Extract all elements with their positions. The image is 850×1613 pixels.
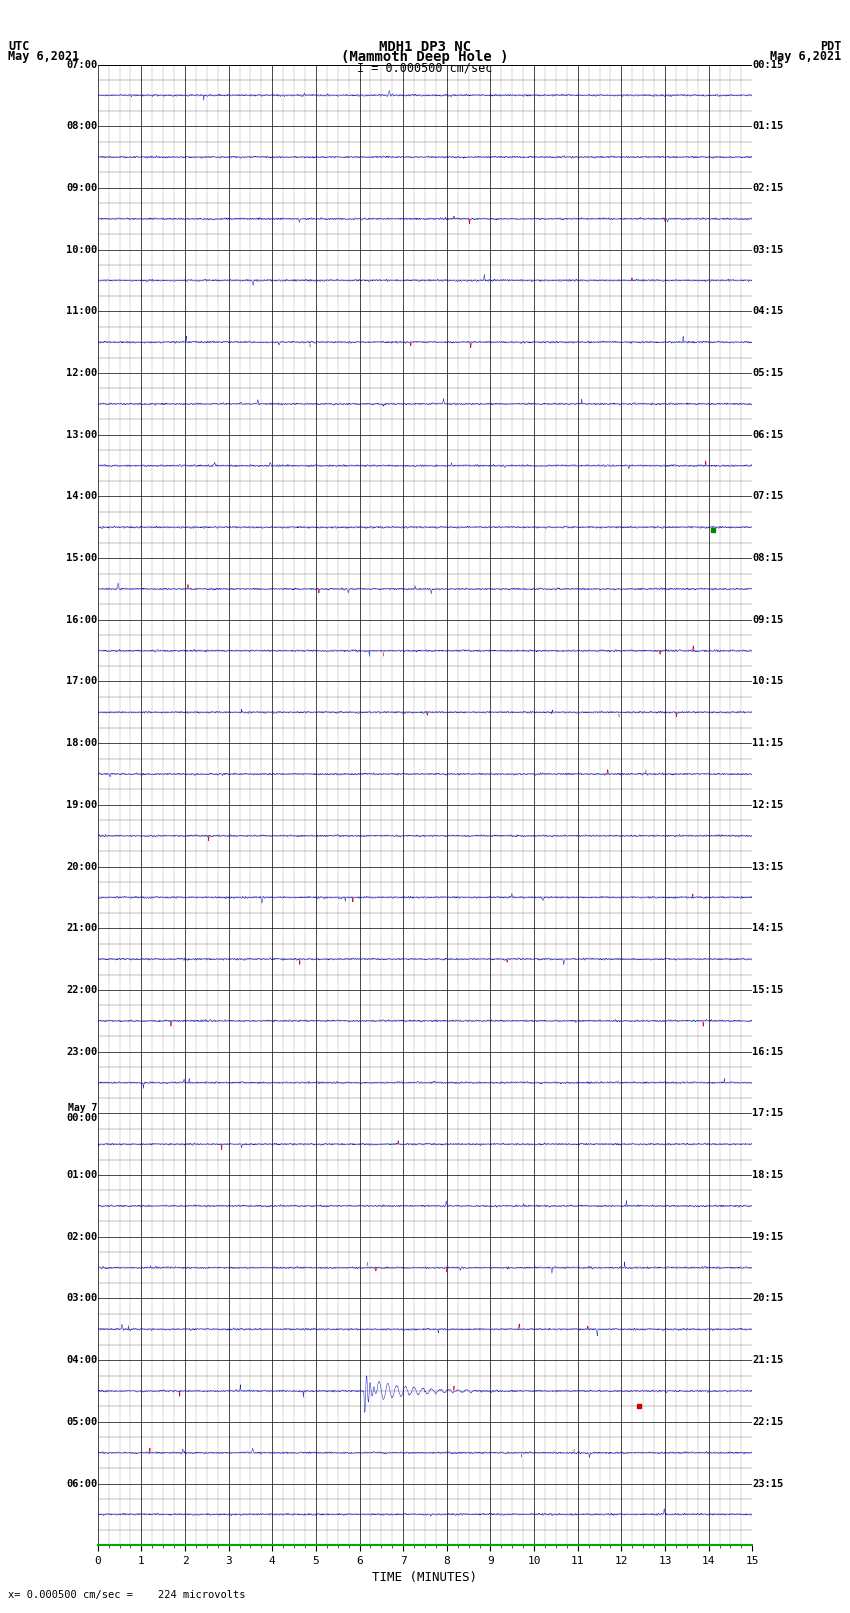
Text: 23:00: 23:00 xyxy=(66,1047,98,1057)
Text: 04:00: 04:00 xyxy=(66,1355,98,1365)
Text: 16:00: 16:00 xyxy=(66,615,98,624)
Text: 21:00: 21:00 xyxy=(66,923,98,934)
Text: 10:00: 10:00 xyxy=(66,245,98,255)
Text: 02:00: 02:00 xyxy=(66,1232,98,1242)
Text: May 6,2021: May 6,2021 xyxy=(8,50,80,63)
Text: 07:15: 07:15 xyxy=(752,492,784,502)
Text: 20:00: 20:00 xyxy=(66,861,98,871)
Text: May 7: May 7 xyxy=(68,1103,98,1113)
Text: 00:00: 00:00 xyxy=(66,1113,98,1123)
Text: 06:00: 06:00 xyxy=(66,1479,98,1489)
X-axis label: TIME (MINUTES): TIME (MINUTES) xyxy=(372,1571,478,1584)
Text: 12:15: 12:15 xyxy=(752,800,784,810)
Text: 12:00: 12:00 xyxy=(66,368,98,377)
Text: 04:15: 04:15 xyxy=(752,306,784,316)
Text: 15:00: 15:00 xyxy=(66,553,98,563)
Text: 09:00: 09:00 xyxy=(66,182,98,194)
Text: 09:15: 09:15 xyxy=(752,615,784,624)
Text: MDH1 DP3 NC: MDH1 DP3 NC xyxy=(379,40,471,55)
Text: 22:15: 22:15 xyxy=(752,1416,784,1428)
Text: 11:00: 11:00 xyxy=(66,306,98,316)
Text: 08:00: 08:00 xyxy=(66,121,98,131)
Text: May 6,2021: May 6,2021 xyxy=(770,50,842,63)
Text: UTC: UTC xyxy=(8,40,30,53)
Text: x= 0.000500 cm/sec =    224 microvolts: x= 0.000500 cm/sec = 224 microvolts xyxy=(8,1590,246,1600)
Text: 01:00: 01:00 xyxy=(66,1169,98,1181)
Text: 19:00: 19:00 xyxy=(66,800,98,810)
Text: 16:15: 16:15 xyxy=(752,1047,784,1057)
Text: 06:15: 06:15 xyxy=(752,429,784,440)
Text: 05:00: 05:00 xyxy=(66,1416,98,1428)
Text: 21:15: 21:15 xyxy=(752,1355,784,1365)
Text: 13:00: 13:00 xyxy=(66,429,98,440)
Text: PDT: PDT xyxy=(820,40,842,53)
Text: 02:15: 02:15 xyxy=(752,182,784,194)
Text: 14:15: 14:15 xyxy=(752,923,784,934)
Text: I = 0.000500 cm/sec: I = 0.000500 cm/sec xyxy=(357,61,493,74)
Text: 01:15: 01:15 xyxy=(752,121,784,131)
Text: 14:00: 14:00 xyxy=(66,492,98,502)
Text: 22:00: 22:00 xyxy=(66,986,98,995)
Text: 17:00: 17:00 xyxy=(66,676,98,687)
Text: 18:15: 18:15 xyxy=(752,1169,784,1181)
Text: 05:15: 05:15 xyxy=(752,368,784,377)
Text: 13:15: 13:15 xyxy=(752,861,784,871)
Text: 03:00: 03:00 xyxy=(66,1294,98,1303)
Text: 08:15: 08:15 xyxy=(752,553,784,563)
Text: 07:00: 07:00 xyxy=(66,60,98,69)
Text: 00:15: 00:15 xyxy=(752,60,784,69)
Text: 03:15: 03:15 xyxy=(752,245,784,255)
Text: 10:15: 10:15 xyxy=(752,676,784,687)
Text: (Mammoth Deep Hole ): (Mammoth Deep Hole ) xyxy=(341,50,509,65)
Text: 11:15: 11:15 xyxy=(752,739,784,748)
Text: 17:15: 17:15 xyxy=(752,1108,784,1118)
Text: 15:15: 15:15 xyxy=(752,986,784,995)
Text: 23:15: 23:15 xyxy=(752,1479,784,1489)
Text: 18:00: 18:00 xyxy=(66,739,98,748)
Text: 19:15: 19:15 xyxy=(752,1232,784,1242)
Text: 20:15: 20:15 xyxy=(752,1294,784,1303)
